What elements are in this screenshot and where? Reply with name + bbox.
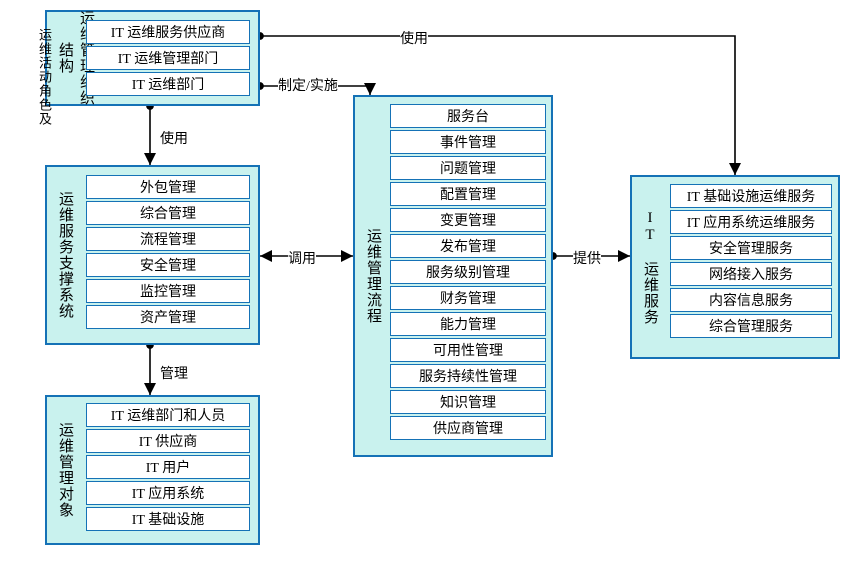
diagram-stage: 运维管理组织结构运维活动角色及IT 运维服务供应商IT 运维管理部门IT 运维部… — [0, 0, 864, 587]
box-item: 配置管理 — [390, 182, 546, 206]
box-item: 服务持续性管理 — [390, 364, 546, 388]
box-item: 安全管理 — [86, 253, 250, 277]
box-item: 服务台 — [390, 104, 546, 128]
box-item: 问题管理 — [390, 156, 546, 180]
box-item: 综合管理 — [86, 201, 250, 225]
edge-label-flow-to-service: 提供 — [573, 248, 601, 268]
box-item: 变更管理 — [390, 208, 546, 232]
box-item: 资产管理 — [86, 305, 250, 329]
box-item: 监控管理 — [86, 279, 250, 303]
box-item: 知识管理 — [390, 390, 546, 414]
edge-label-org-to-service: 使用 — [400, 28, 428, 48]
box-item: 安全管理服务 — [670, 236, 832, 260]
box-item: IT 用户 — [86, 455, 250, 479]
box-item: IT 运维部门 — [86, 72, 250, 96]
edge-label-support-flow: 调用 — [288, 248, 316, 268]
panel-label-flow: 运维管理流程 — [363, 95, 384, 457]
panel-label-object: 运维管理对象 — [55, 395, 76, 545]
edge-label-org-to-flow: 制定/实施 — [278, 75, 338, 95]
box-item: IT 运维部门和人员 — [86, 403, 250, 427]
panel-label2-org: 运维活动角色及 — [35, 14, 54, 140]
box-item: IT 基础设施 — [86, 507, 250, 531]
box-item: 能力管理 — [390, 312, 546, 336]
edge-label-org-to-support: 使用 — [160, 128, 188, 148]
box-item: IT 运维服务供应商 — [86, 20, 250, 44]
panel-label-support: 运维服务支撑系统 — [55, 165, 76, 345]
box-item: IT 应用系统运维服务 — [670, 210, 832, 234]
box-item: 服务级别管理 — [390, 260, 546, 284]
box-item: 财务管理 — [390, 286, 546, 310]
box-item: 流程管理 — [86, 227, 250, 251]
box-item: 外包管理 — [86, 175, 250, 199]
box-item: 事件管理 — [390, 130, 546, 154]
panel-label-service: IT 运维服务 — [640, 175, 661, 359]
box-item: 供应商管理 — [390, 416, 546, 440]
box-item: 网络接入服务 — [670, 262, 832, 286]
box-item: IT 基础设施运维服务 — [670, 184, 832, 208]
box-item: IT 应用系统 — [86, 481, 250, 505]
box-item: IT 供应商 — [86, 429, 250, 453]
box-item: 内容信息服务 — [670, 288, 832, 312]
edge-label-support-to-object: 管理 — [160, 363, 188, 383]
box-item: 综合管理服务 — [670, 314, 832, 338]
box-item: IT 运维管理部门 — [86, 46, 250, 70]
box-item: 可用性管理 — [390, 338, 546, 362]
box-item: 发布管理 — [390, 234, 546, 258]
